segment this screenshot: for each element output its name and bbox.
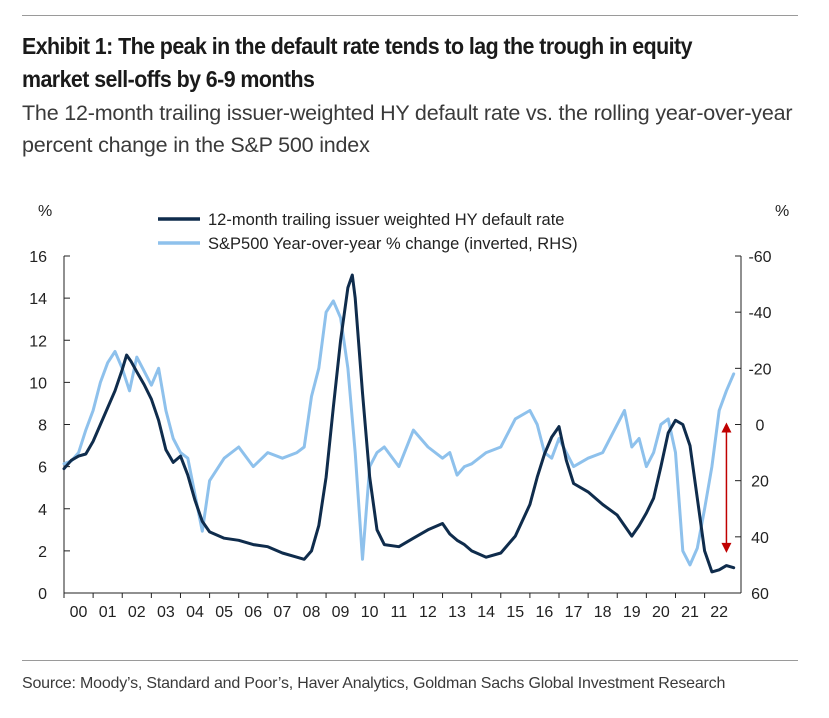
x-tick-label: 04 [186, 604, 204, 621]
x-tick-label: 08 [303, 604, 321, 621]
left-tick-label: 8 [38, 418, 47, 435]
left-tick-label: 12 [29, 333, 47, 350]
left-tick-label: 4 [38, 502, 47, 519]
legend-label: S&P500 Year-over-year % change (inverted… [208, 235, 578, 253]
x-tick-label: 13 [448, 604, 466, 621]
x-tick-label: 12 [419, 604, 437, 621]
x-tick-label: 11 [390, 604, 407, 621]
legend-label: 12-month trailing issuer weighted HY def… [208, 211, 564, 229]
x-tick-label: 17 [565, 604, 583, 621]
x-tick-label: 22 [710, 604, 728, 621]
x-tick-label: 03 [157, 604, 175, 621]
left-tick-label: 10 [29, 375, 47, 392]
left-tick-label: 0 [38, 586, 47, 603]
top-rule [22, 15, 798, 16]
x-tick-label: 02 [128, 604, 146, 621]
legend: 12-month trailing issuer weighted HY def… [158, 211, 578, 253]
series-line-default-rate [62, 273, 736, 574]
right-tick-label: 40 [751, 530, 769, 547]
annotation-arrow-head-up [721, 422, 732, 433]
x-tick-label: 00 [70, 604, 88, 621]
x-tick-label: 07 [273, 604, 291, 621]
left-tick-label: 14 [29, 291, 47, 308]
right-tick-label: -40 [748, 305, 771, 322]
source-note: Source: Moody’s, Standard and Poor’s, Ha… [22, 675, 726, 692]
right-tick-label: -60 [748, 249, 771, 266]
x-tick-label: 15 [506, 604, 524, 621]
left-axis-unit: % [38, 203, 52, 220]
exhibit-title: Exhibit 1: The peak in the default rate … [22, 33, 693, 92]
x-tick-label: 21 [681, 604, 699, 621]
x-tick-label: 10 [361, 604, 379, 621]
series-line-sp500-yoy [62, 299, 736, 567]
right-tick-label: 60 [751, 586, 769, 603]
annotation-layer [721, 422, 732, 553]
x-tick-label: 06 [244, 604, 262, 621]
x-tick-label: 01 [99, 604, 117, 621]
left-tick-label: 6 [38, 460, 47, 477]
x-tick-label: 09 [332, 604, 350, 621]
right-axis-unit: % [775, 203, 789, 220]
right-tick-label: 20 [751, 474, 769, 491]
x-tick-label: 14 [477, 604, 495, 621]
left-tick-label: 16 [29, 249, 47, 266]
right-tick-label: -20 [748, 361, 771, 378]
bottom-rule [22, 660, 798, 661]
left-tick-label: 2 [38, 544, 47, 561]
exhibit-subtitle: The 12-month trailing issuer-weighted HY… [22, 101, 793, 157]
right-tick-label: 0 [756, 418, 765, 435]
x-tick-label: 16 [535, 604, 553, 621]
x-tick-label: 05 [215, 604, 233, 621]
x-tick-label: 18 [594, 604, 612, 621]
annotation-arrow-head-down [721, 542, 732, 553]
x-tick-label: 19 [623, 604, 641, 621]
series-layer [62, 273, 736, 574]
x-tick-label: 20 [652, 604, 670, 621]
